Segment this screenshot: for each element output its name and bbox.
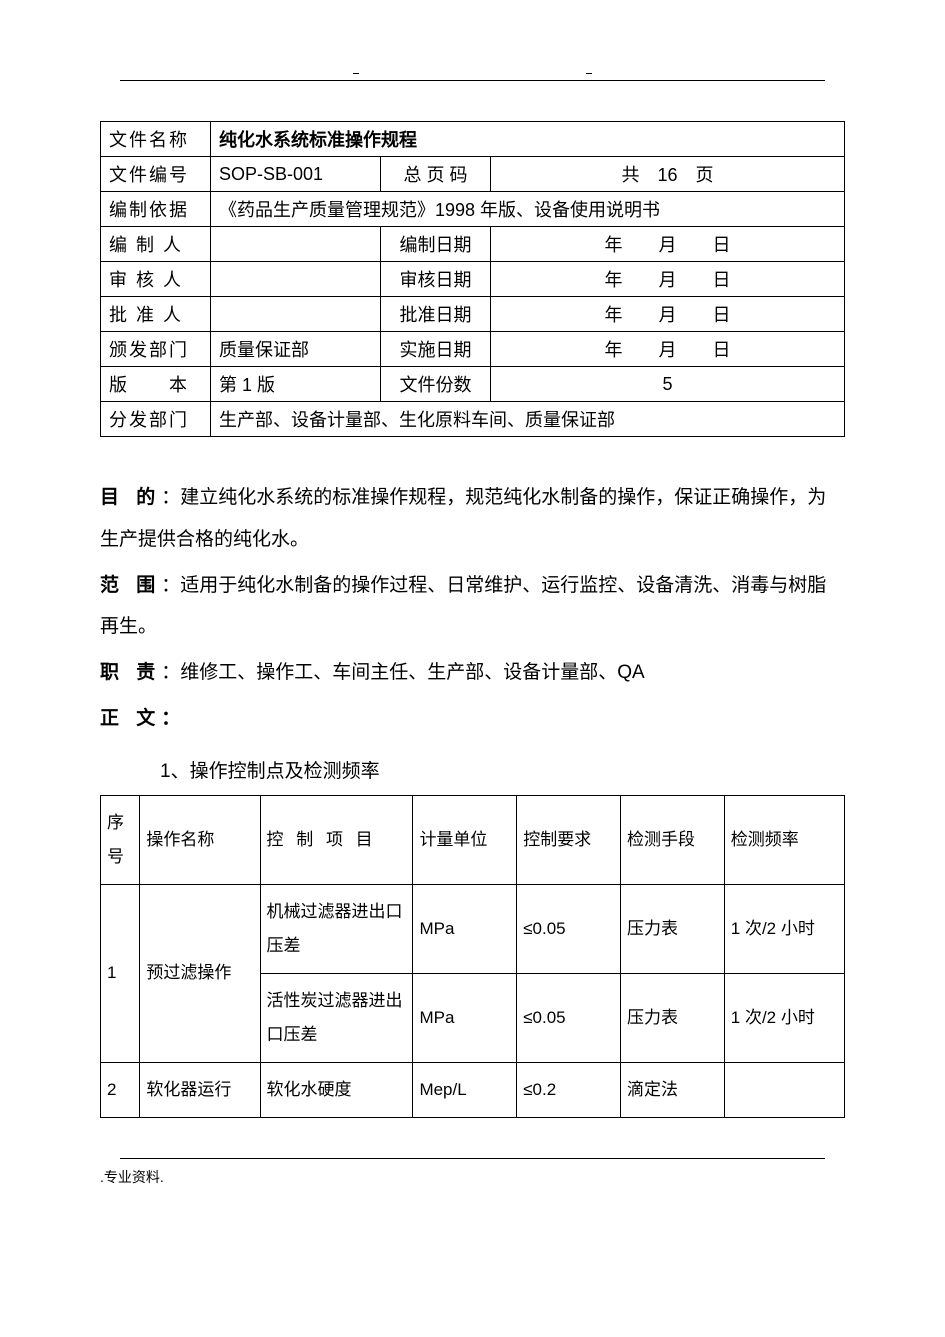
meta-row-label: 编制依据: [101, 192, 211, 227]
cell-req: ≤0.05: [517, 884, 621, 973]
cell-req: ≤0.2: [517, 1062, 621, 1117]
meta-row-midlabel: 总 页 码: [381, 157, 491, 192]
cell-means: 滴定法: [621, 1062, 725, 1117]
footer-rule: [120, 1158, 825, 1159]
meta-row-label: 文件编号: [101, 157, 211, 192]
meta-row-value: SOP-SB-001: [211, 157, 381, 192]
cell-operation: 预过滤操作: [140, 884, 260, 1062]
data-table-header: 计量单位: [413, 795, 517, 884]
duty-paragraph: 职 责：维修工、操作工、车间主任、生产部、设备计量部、QA: [100, 652, 845, 694]
cell-freq: 1 次/2 小时: [724, 973, 844, 1062]
duty-text: ：维修工、操作工、车间主任、生产部、设备计量部、QA: [161, 662, 644, 683]
meta-row-label: 颁发部门: [101, 332, 211, 367]
meta-row-right: 年 月 日: [491, 262, 845, 297]
data-table-header: 检测手段: [621, 795, 725, 884]
cell-unit: MPa: [413, 884, 517, 973]
cell-seq: 1: [101, 884, 140, 1062]
data-table-header: 操作名称: [140, 795, 260, 884]
cell-freq: [724, 1062, 844, 1117]
meta-row-value: 第 1 版: [211, 367, 381, 402]
table-row: 1预过滤操作机械过滤器进出口压差MPa≤0.05压力表1 次/2 小时: [101, 884, 845, 973]
cell-req: ≤0.05: [517, 973, 621, 1062]
control-points-table: 序号操作名称控 制 项 目计量单位控制要求检测手段检测频率 1预过滤操作机械过滤…: [100, 795, 845, 1118]
body-label: 正 文: [100, 708, 161, 729]
body-colon: ：: [161, 708, 180, 729]
cell-seq: 2: [101, 1062, 140, 1117]
meta-row-midlabel: 批准日期: [381, 297, 491, 332]
meta-row-midlabel: 审核日期: [381, 262, 491, 297]
scope-text: ：适用于纯化水制备的操作过程、日常维护、运行监控、设备清洗、消毒与树脂再生。: [100, 575, 826, 638]
cell-ctrl: 机械过滤器进出口压差: [260, 884, 413, 973]
body-label-paragraph: 正 文：: [100, 698, 845, 740]
meta-row-value: [211, 227, 381, 262]
data-table-header: 检测频率: [724, 795, 844, 884]
meta-row-value: 生产部、设备计量部、生化原料车间、质量保证部: [211, 402, 845, 437]
cell-ctrl: 活性炭过滤器进出口压差: [260, 973, 413, 1062]
cell-freq: 1 次/2 小时: [724, 884, 844, 973]
meta-row-value: 质量保证部: [211, 332, 381, 367]
section-1-heading: 1、操作控制点及检测频率: [160, 756, 845, 783]
meta-row-value: [211, 262, 381, 297]
document-metadata-table: 文件名称纯化水系统标准操作规程文件编号SOP-SB-001总 页 码共 16 页…: [100, 121, 845, 437]
purpose-label: 目 的: [100, 487, 161, 508]
table-row: 2软化器运行软化水硬度Mep/L≤0.2滴定法: [101, 1062, 845, 1117]
meta-row-right: 共 16 页: [491, 157, 845, 192]
meta-row-midlabel: 实施日期: [381, 332, 491, 367]
meta-row-value: 纯化水系统标准操作规程: [211, 122, 845, 157]
meta-row-label: 版 本: [101, 367, 211, 402]
scope-label: 范 围: [100, 575, 161, 596]
purpose-text: ：建立纯化水系统的标准操作规程，规范纯化水制备的操作，保证正确操作，为生产提供合…: [100, 487, 826, 550]
meta-row-value: [211, 297, 381, 332]
cell-unit: Mep/L: [413, 1062, 517, 1117]
duty-label: 职 责: [100, 662, 161, 683]
cell-ctrl: 软化水硬度: [260, 1062, 413, 1117]
meta-row-label: 批 准 人: [101, 297, 211, 332]
meta-row-right: 年 月 日: [491, 227, 845, 262]
meta-row-midlabel: 文件份数: [381, 367, 491, 402]
purpose-paragraph: 目 的：建立纯化水系统的标准操作规程，规范纯化水制备的操作，保证正确操作，为生产…: [100, 477, 845, 561]
meta-row-label: 分发部门: [101, 402, 211, 437]
meta-row-label: 审 核 人: [101, 262, 211, 297]
meta-row-right: 年 月 日: [491, 332, 845, 367]
footer-text: .专业资料.: [100, 1169, 164, 1185]
cell-means: 压力表: [621, 973, 725, 1062]
data-table-header: 序号: [101, 795, 140, 884]
meta-row-right: 年 月 日: [491, 297, 845, 332]
meta-row-label: 编 制 人: [101, 227, 211, 262]
meta-row-right: 5: [491, 367, 845, 402]
scope-paragraph: 范 围：适用于纯化水制备的操作过程、日常维护、运行监控、设备清洗、消毒与树脂再生…: [100, 565, 845, 649]
meta-row-midlabel: 编制日期: [381, 227, 491, 262]
top-horizontal-rule: [120, 80, 825, 81]
data-table-header: 控 制 项 目: [260, 795, 413, 884]
cell-means: 压力表: [621, 884, 725, 973]
data-table-header: 控制要求: [517, 795, 621, 884]
meta-row-label: 文件名称: [101, 122, 211, 157]
cell-operation: 软化器运行: [140, 1062, 260, 1117]
page-footer: .专业资料.: [100, 1158, 845, 1187]
cell-unit: MPa: [413, 973, 517, 1062]
meta-row-value: 《药品生产质量管理规范》1998 年版、设备使用说明书: [211, 192, 845, 227]
